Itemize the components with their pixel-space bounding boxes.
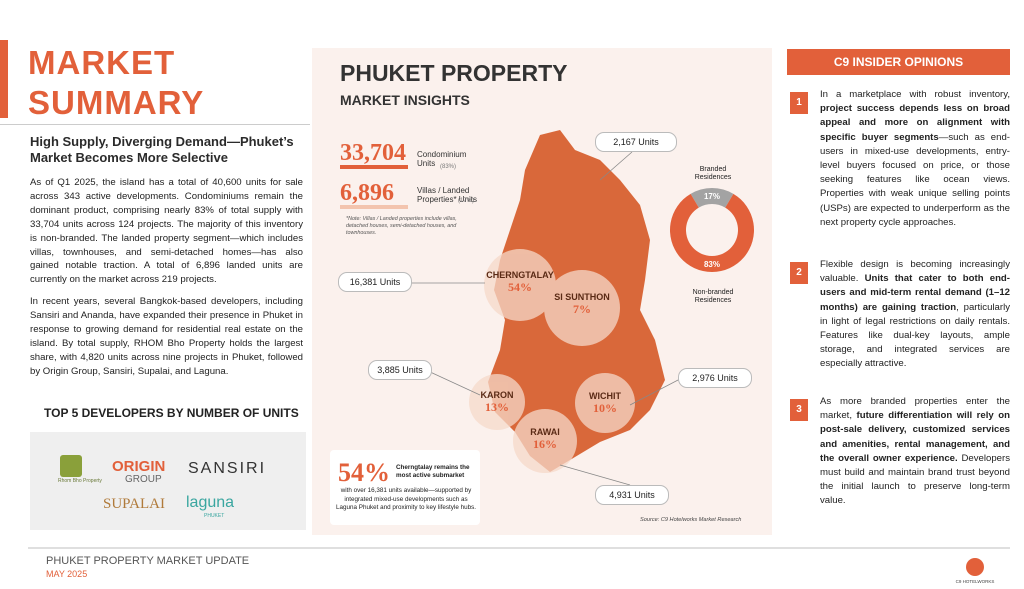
logo-box <box>30 432 306 530</box>
area-name: CHERNGTALAY <box>486 270 554 280</box>
footer-title: PHUKET PROPERTY MARKET UPDATE <box>46 555 250 567</box>
logo: laguna <box>186 494 235 511</box>
opinion-text: As more branded properties enter the mar… <box>820 395 1010 509</box>
stat-label: Villas / Landed Properties* Units <box>417 186 478 204</box>
area-label: SI SUNTHON 7% <box>537 292 627 317</box>
subtitle: High Supply, Diverging Demand—Phuket’s M… <box>30 134 294 165</box>
donut-label: Branded Residences <box>694 166 732 181</box>
stat-bar <box>340 205 408 209</box>
area-name: RAWAI <box>530 427 560 437</box>
donut-label: Non-branded Residences <box>692 289 734 304</box>
highlight-box <box>330 450 480 525</box>
note: *Note: Villas / Landed properties includ… <box>346 216 457 236</box>
area-name: WICHIT <box>589 391 621 401</box>
stat-share: (17%) <box>458 198 475 204</box>
donut-segment <box>690 187 734 208</box>
area-label: WICHIT 10% <box>560 391 650 416</box>
donut-value: 17% <box>704 192 720 201</box>
callout: 2,167 Units <box>595 132 677 152</box>
area-share: 10% <box>593 401 617 415</box>
area-name: SI SUNTHON <box>554 292 610 302</box>
donut-value: 83% <box>704 260 720 269</box>
opinion-badge: 2 <box>790 262 808 284</box>
logo: PHUKET <box>204 513 225 519</box>
footer-date: MAY 2025 <box>46 569 88 579</box>
stat-bar <box>340 165 408 169</box>
opinion-text: In a marketplace with robust inventory, … <box>820 88 1010 230</box>
insights-title: PHUKET PROPERTY <box>340 60 568 86</box>
area-name: KARON <box>480 390 514 400</box>
accent-bar <box>0 40 8 118</box>
area-label: CHERNGTALAY 54% <box>475 270 565 295</box>
text-run: project success depends less on broad ap… <box>820 103 1010 143</box>
callout: 2,976 Units <box>678 368 752 388</box>
title: MARKET <box>28 44 176 81</box>
callout: 3,885 Units <box>368 360 432 380</box>
opinion-badge: 3 <box>790 399 808 421</box>
stat-label: Condominium Units <box>417 150 467 168</box>
footer-logo: C9 HOTELWORKS <box>955 579 995 584</box>
opinion-badge: 1 <box>790 92 808 114</box>
footer-logo-icon <box>966 558 984 576</box>
text-run: —such as end-users in mixed-use developm… <box>820 131 1010 228</box>
highlight-text: with over 16,381 units available—support… <box>336 487 477 511</box>
opinion-text: Flexible design is becoming increasingly… <box>820 258 1010 372</box>
text-run: Flexible design is becoming increasingly… <box>820 259 1010 285</box>
text-run: Developers must build and maintain brand… <box>820 452 1010 507</box>
opinions-title: C9 INSIDER OPINIONS <box>787 49 1010 75</box>
developers-title: TOP 5 DEVELOPERS BY NUMBER OF UNITS <box>44 406 299 420</box>
callout: 16,381 Units <box>338 272 412 292</box>
source: Source: C9 Hotelworks Market Research <box>640 517 742 523</box>
title: SUMMARY <box>28 84 205 121</box>
logo: ORIGIN <box>112 458 166 475</box>
stat-value: 6,896 <box>340 180 394 206</box>
logo-icon <box>60 455 82 477</box>
logo: Rhom Bho Property <box>58 478 102 484</box>
area-circles <box>469 249 635 473</box>
highlight-value: 54% <box>338 458 390 487</box>
text-run: As more branded properties enter the mar… <box>820 396 1010 422</box>
highlight-bold: Cherngtalay remains the most active subm… <box>396 464 470 479</box>
area-label: RAWAI 16% <box>500 427 590 452</box>
area-share: 13% <box>485 400 509 414</box>
stat-value: 33,704 <box>340 140 406 166</box>
logo: SANSIRI <box>188 460 267 477</box>
callout: 4,931 Units <box>595 485 669 505</box>
logo: SUPALAI <box>103 496 165 512</box>
donut-segment <box>670 193 754 272</box>
paragraph: In recent years, several Bangkok-based d… <box>30 296 303 377</box>
text-run: Units that cater to both end-users and m… <box>820 273 1010 313</box>
area-share: 16% <box>533 437 557 451</box>
leaders <box>410 151 681 486</box>
divider <box>0 124 310 125</box>
area-share: 54% <box>508 280 532 294</box>
text-run: , particularly in light of legal restric… <box>820 301 1010 370</box>
paragraph: As of Q1 2025, the island has a total of… <box>30 177 303 286</box>
insights-subtitle: MARKET INSIGHTS <box>340 92 470 108</box>
logo: GROUP <box>125 474 162 485</box>
text-run: future differentiation will rely on post… <box>820 410 1010 464</box>
area-label: KARON 13% <box>452 390 542 415</box>
stat-share: (83%) <box>440 164 457 170</box>
text-run: In a marketplace with robust inventory, <box>820 89 1010 100</box>
area-share: 7% <box>573 302 591 316</box>
